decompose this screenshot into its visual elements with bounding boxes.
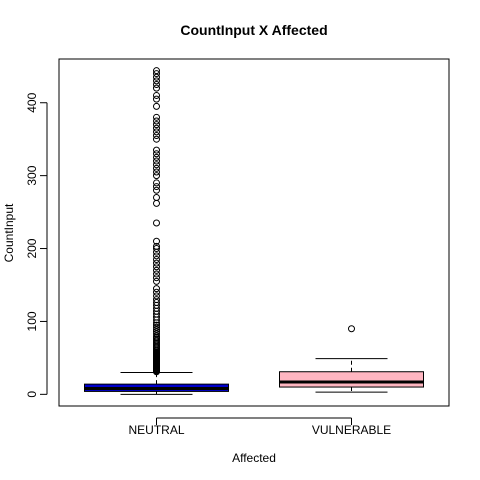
outlier-point <box>153 172 160 180</box>
outlier-point <box>153 332 160 340</box>
y-axis-label: CountInput <box>2 203 16 262</box>
plot-frame <box>58 58 450 407</box>
outlier-point <box>153 121 160 129</box>
outlier-point <box>153 277 160 285</box>
x-axis-label: Affected <box>232 451 276 465</box>
y-tick-label: 300 <box>25 165 39 185</box>
outlier-point <box>153 255 160 263</box>
x-tick-label: NEUTRAL <box>128 423 184 437</box>
outlier-point <box>153 77 160 85</box>
outlier-point <box>153 84 160 92</box>
outlier-point <box>153 245 160 253</box>
y-tick-label: 400 <box>25 92 39 112</box>
outlier-point <box>153 168 160 176</box>
outlier-point <box>153 95 160 103</box>
outlier-point <box>153 164 160 172</box>
outlier-point <box>153 128 160 136</box>
outlier-point <box>153 330 160 338</box>
iqr-box <box>279 371 424 388</box>
outlier-point <box>153 285 160 293</box>
outlier-point <box>153 323 160 331</box>
y-tick-label: 0 <box>25 391 39 398</box>
outlier-point <box>153 102 160 110</box>
y-tick-label: 100 <box>25 311 39 331</box>
outlier-point <box>153 194 160 202</box>
outlier-point <box>153 150 160 158</box>
outlier-point <box>153 117 160 125</box>
outlier-point <box>153 237 160 245</box>
outlier-point <box>153 325 160 333</box>
y-axis: 0 100 200 300 400 <box>25 92 48 398</box>
y-tick-label: 200 <box>25 238 39 258</box>
outlier-point <box>153 266 160 274</box>
box-vulnerable <box>279 325 424 393</box>
outlier-point <box>153 219 160 227</box>
outlier-point <box>153 135 160 143</box>
outlier-point <box>153 242 160 250</box>
outlier-point <box>153 298 160 306</box>
outlier-point <box>348 325 355 333</box>
outlier-point <box>153 124 160 132</box>
outlier-point <box>153 70 160 78</box>
outlier-point <box>153 328 160 336</box>
outlier-point <box>153 321 160 329</box>
outlier-point <box>153 183 160 191</box>
outlier-point <box>153 186 160 194</box>
outlier-point <box>153 73 160 81</box>
outlier-point <box>153 259 160 267</box>
outlier-point <box>153 270 160 278</box>
outlier-point <box>153 179 160 187</box>
outlier-point <box>153 67 160 75</box>
x-tick-label: VULNERABLE <box>312 423 391 437</box>
chart-title: CountInput X Affected <box>180 22 327 38</box>
x-axis: NEUTRAL VULNERABLE <box>128 417 391 437</box>
outlier-point <box>153 296 160 304</box>
outlier-point <box>153 91 160 99</box>
box-neutral <box>84 67 229 395</box>
outlier-point <box>153 274 160 282</box>
outlier-point <box>153 157 160 165</box>
outlier-point <box>153 81 160 89</box>
outlier-point <box>153 132 160 140</box>
outlier-point <box>153 263 160 271</box>
boxes <box>84 67 424 395</box>
outlier-point <box>153 292 160 300</box>
outlier-point <box>153 288 160 296</box>
outlier-point <box>153 161 160 169</box>
outlier-point <box>153 146 160 154</box>
outlier-point <box>153 252 160 260</box>
outlier-point <box>153 153 160 161</box>
outlier-point <box>153 113 160 121</box>
